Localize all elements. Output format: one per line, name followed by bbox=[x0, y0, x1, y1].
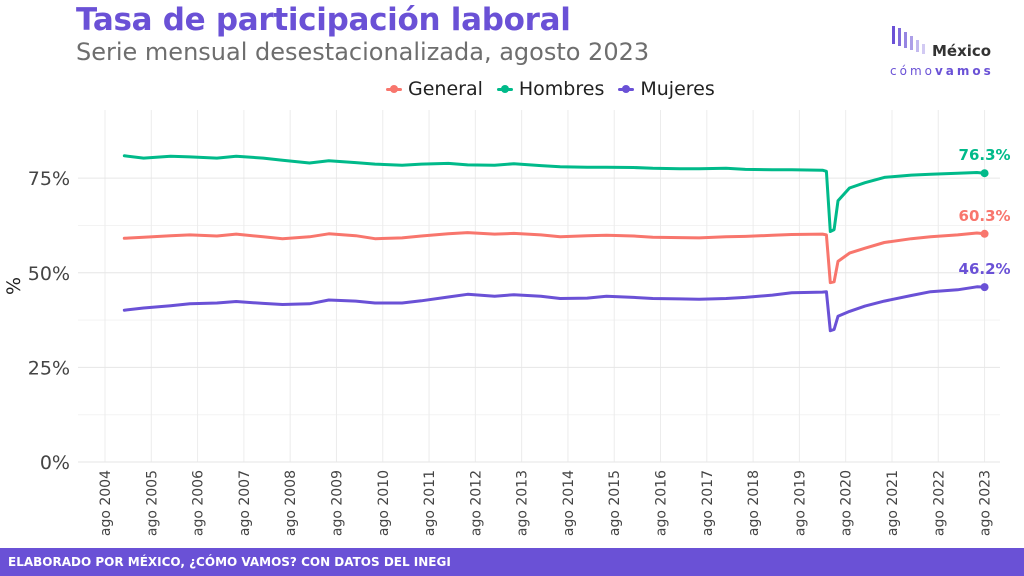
x-tick-label: ago 2015 bbox=[607, 470, 623, 536]
x-tick-label: ago 2012 bbox=[468, 470, 484, 536]
legend-key-general bbox=[386, 84, 402, 94]
x-tick-label: ago 2020 bbox=[839, 470, 855, 536]
legend-key-hombres bbox=[496, 84, 513, 94]
legend-label-general: General bbox=[408, 78, 483, 100]
x-tick-label: ago 2004 bbox=[98, 470, 114, 536]
end-label-mujeres: 46.2% bbox=[959, 260, 1011, 278]
legend-label-hombres: Hombres bbox=[518, 78, 605, 100]
x-tick-label: ago 2022 bbox=[931, 470, 947, 536]
x-tick-label: ago 2009 bbox=[329, 470, 345, 536]
series-line-hombres bbox=[122, 154, 987, 233]
legend-item-general: General bbox=[386, 78, 483, 100]
y-tick-label: 0% bbox=[40, 452, 70, 474]
mexico-como-vamos-logo: México cómovamos bbox=[890, 26, 1000, 82]
y-tick-label: 50% bbox=[28, 263, 70, 285]
line-chart: 0% 25% 50% 75%% ago 2004 ago 2005 ago 2006 ago … bbox=[3, 110, 1011, 536]
x-tick-label: ago 2011 bbox=[422, 470, 438, 536]
logo-wordmark-top: México bbox=[932, 42, 992, 60]
logo-light-text: cómo bbox=[890, 64, 935, 78]
x-tick-label: ago 2014 bbox=[561, 470, 577, 536]
legend-label-mujeres: Mujeres bbox=[640, 78, 715, 100]
chart-legend: General Hombres Mujeres bbox=[386, 78, 715, 100]
y-axis-title: % bbox=[3, 277, 25, 295]
x-tick-label: ago 2005 bbox=[144, 470, 160, 536]
x-tick-label: ago 2023 bbox=[978, 470, 994, 536]
series-end-point-hombres bbox=[980, 169, 989, 178]
series-end-point-mujeres bbox=[980, 283, 989, 292]
x-tick-label: ago 2016 bbox=[654, 470, 670, 536]
chart-title: Tasa de participación laboral bbox=[76, 2, 571, 38]
x-tick-label: ago 2008 bbox=[283, 470, 299, 536]
x-tick-label: ago 2006 bbox=[191, 470, 207, 536]
series-line-mujeres bbox=[122, 285, 987, 333]
x-tick-label: ago 2013 bbox=[515, 470, 531, 536]
legend-item-mujeres: Mujeres bbox=[618, 78, 715, 100]
x-tick-label: ago 2010 bbox=[376, 470, 392, 536]
y-tick-label: 75% bbox=[28, 168, 70, 190]
x-tick-label: ago 2017 bbox=[700, 470, 716, 536]
x-tick-label: ago 2021 bbox=[885, 470, 901, 536]
x-tick-label: ago 2019 bbox=[792, 470, 808, 536]
end-label-general: 60.3% bbox=[959, 207, 1011, 225]
x-tick-label: ago 2007 bbox=[237, 470, 253, 536]
legend-item-hombres: Hombres bbox=[496, 78, 605, 100]
y-tick-label: 25% bbox=[28, 357, 70, 379]
footer-credit: ELABORADO POR MÉXICO, ¿CÓMO VAMOS? CON D… bbox=[0, 548, 1024, 576]
series-line-general bbox=[122, 231, 987, 285]
chart-subtitle: Serie mensual desestacionalizada, agosto… bbox=[76, 38, 650, 66]
series-end-point-general bbox=[980, 229, 989, 238]
x-tick-label: ago 2018 bbox=[746, 470, 762, 536]
logo-bars-icon bbox=[892, 26, 925, 54]
logo-wordmark-bottom: cómovamos bbox=[890, 64, 994, 78]
logo-bold-text: vamos bbox=[934, 64, 994, 78]
end-label-hombres: 76.3% bbox=[959, 146, 1011, 164]
legend-key-mujeres bbox=[618, 84, 635, 94]
